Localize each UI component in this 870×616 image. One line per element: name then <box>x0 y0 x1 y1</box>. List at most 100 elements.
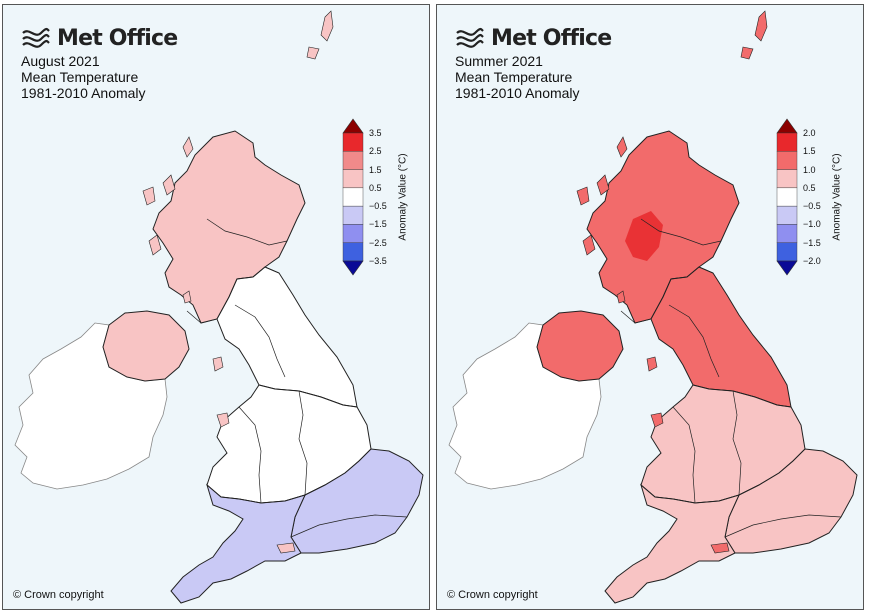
region-border <box>238 406 262 504</box>
legend-tick-label: 3.5 <box>369 128 382 138</box>
region-northern-ireland <box>536 310 624 382</box>
legend: 2.0 1.5 1.0 0.5 −0.5 −1.0 −1.5 −2.0 Anomaly Valu… <box>773 117 853 277</box>
legend-tick-label: −0.5 <box>803 201 821 212</box>
island <box>320 10 334 42</box>
met-office-logo: Met Office <box>455 23 612 53</box>
legend-tick-label: 0.5 <box>803 182 816 193</box>
legend-swatch <box>776 118 798 134</box>
anomaly-hotspot <box>625 211 663 261</box>
legend-swatch <box>342 151 364 170</box>
region-border <box>206 448 372 504</box>
legend-tick-label: 1.5 <box>803 146 816 157</box>
island <box>754 10 768 42</box>
legend-tick-label: −3.5 <box>369 256 387 266</box>
legend-swatch <box>776 205 798 225</box>
island <box>616 290 626 304</box>
region-border <box>206 218 288 246</box>
legend-title: Anomaly Value (°C) <box>831 153 843 241</box>
legend-swatch <box>776 187 798 207</box>
legend-tick-label: 2.0 <box>803 128 816 138</box>
legend-swatch <box>342 260 364 276</box>
island <box>740 46 754 60</box>
region-northern-england <box>650 266 792 408</box>
uk-map <box>14 10 424 604</box>
island <box>576 186 590 206</box>
map-title: August 2021 Mean Temperature 1981-2010 Ano… <box>21 53 146 101</box>
region-border <box>258 384 358 408</box>
legend-swatch <box>342 224 364 243</box>
region-northern-england <box>216 266 358 408</box>
legend-tick-label: 2.5 <box>369 146 382 157</box>
legend-title: Anomaly Value (°C) <box>397 153 409 241</box>
map-title-line: Mean Temperature <box>455 69 573 85</box>
legend-tick-label: −1.5 <box>803 237 821 248</box>
region-border <box>620 266 714 324</box>
legend-swatch <box>776 132 798 152</box>
region-border <box>298 390 308 496</box>
region-border <box>186 266 280 324</box>
region-border <box>724 514 842 538</box>
map-title: Summer 2021 Mean Temperature 1981-2010 Ano… <box>455 53 580 101</box>
map-panel-august: Met Office August 2021 Mean Temperature 198… <box>2 4 430 610</box>
map-title-line: Summer 2021 <box>455 53 543 69</box>
island <box>596 174 610 196</box>
legend-tick-label: −1.0 <box>803 219 821 230</box>
legend-swatch <box>342 169 364 189</box>
island <box>710 542 730 554</box>
island <box>162 174 176 196</box>
legend-swatch <box>776 242 798 262</box>
brand-name: Met Office <box>491 25 612 51</box>
island <box>182 136 194 158</box>
region-border <box>692 384 792 408</box>
island <box>650 412 664 428</box>
island <box>142 186 156 206</box>
island <box>646 356 658 372</box>
map-title-line: 1981-2010 Anomaly <box>21 85 146 101</box>
legend-colorbar <box>342 118 364 276</box>
region-border <box>668 304 720 378</box>
legend-swatch <box>342 187 364 207</box>
copyright-notice: © Crown copyright <box>13 589 104 601</box>
legend-swatch <box>342 242 364 262</box>
legend-tick-label: 0.5 <box>369 182 382 193</box>
map-panel-summer: Met Office Summer 2021 Mean Temperature 198… <box>436 4 864 610</box>
island <box>216 412 230 428</box>
legend-tick-label: −1.5 <box>369 219 387 230</box>
legend-swatch <box>776 169 798 189</box>
brand-name: Met Office <box>57 25 178 51</box>
region-border <box>640 218 722 246</box>
region-border <box>732 390 742 496</box>
region-border <box>640 448 806 504</box>
legend-swatch <box>342 118 364 134</box>
legend-swatch <box>776 260 798 276</box>
met-office-logo: Met Office <box>21 23 178 53</box>
island <box>306 46 320 60</box>
region-border <box>672 406 696 504</box>
island <box>276 542 296 554</box>
island <box>616 136 628 158</box>
region-border <box>234 304 286 378</box>
legend-swatch <box>342 132 364 152</box>
legend-colorbar <box>776 118 798 276</box>
island <box>148 234 162 256</box>
island <box>582 234 596 256</box>
legend: 3.5 2.5 1.5 0.5 −0.5 −1.5 −2.5 −3.5 Anomaly Valu… <box>339 117 419 277</box>
legend-swatch <box>776 224 798 243</box>
legend-tick-label: −2.5 <box>369 237 387 248</box>
copyright-notice: © Crown copyright <box>447 589 538 601</box>
uk-map <box>448 10 858 604</box>
map-title-line: 1981-2010 Anomaly <box>455 85 580 101</box>
island <box>182 290 192 304</box>
island <box>212 356 224 372</box>
met-office-logo-icon <box>456 27 484 48</box>
met-office-logo-icon <box>22 27 50 48</box>
legend-tick-label: −2.0 <box>803 256 821 266</box>
region-border <box>290 514 408 538</box>
legend-tick-label: 1.5 <box>369 164 382 175</box>
map-title-line: Mean Temperature <box>21 69 139 85</box>
legend-swatch <box>776 151 798 170</box>
legend-tick-label: −0.5 <box>369 201 387 212</box>
map-title-line: August 2021 <box>21 53 100 69</box>
region-northern-ireland <box>102 310 190 382</box>
legend-swatch <box>342 205 364 225</box>
